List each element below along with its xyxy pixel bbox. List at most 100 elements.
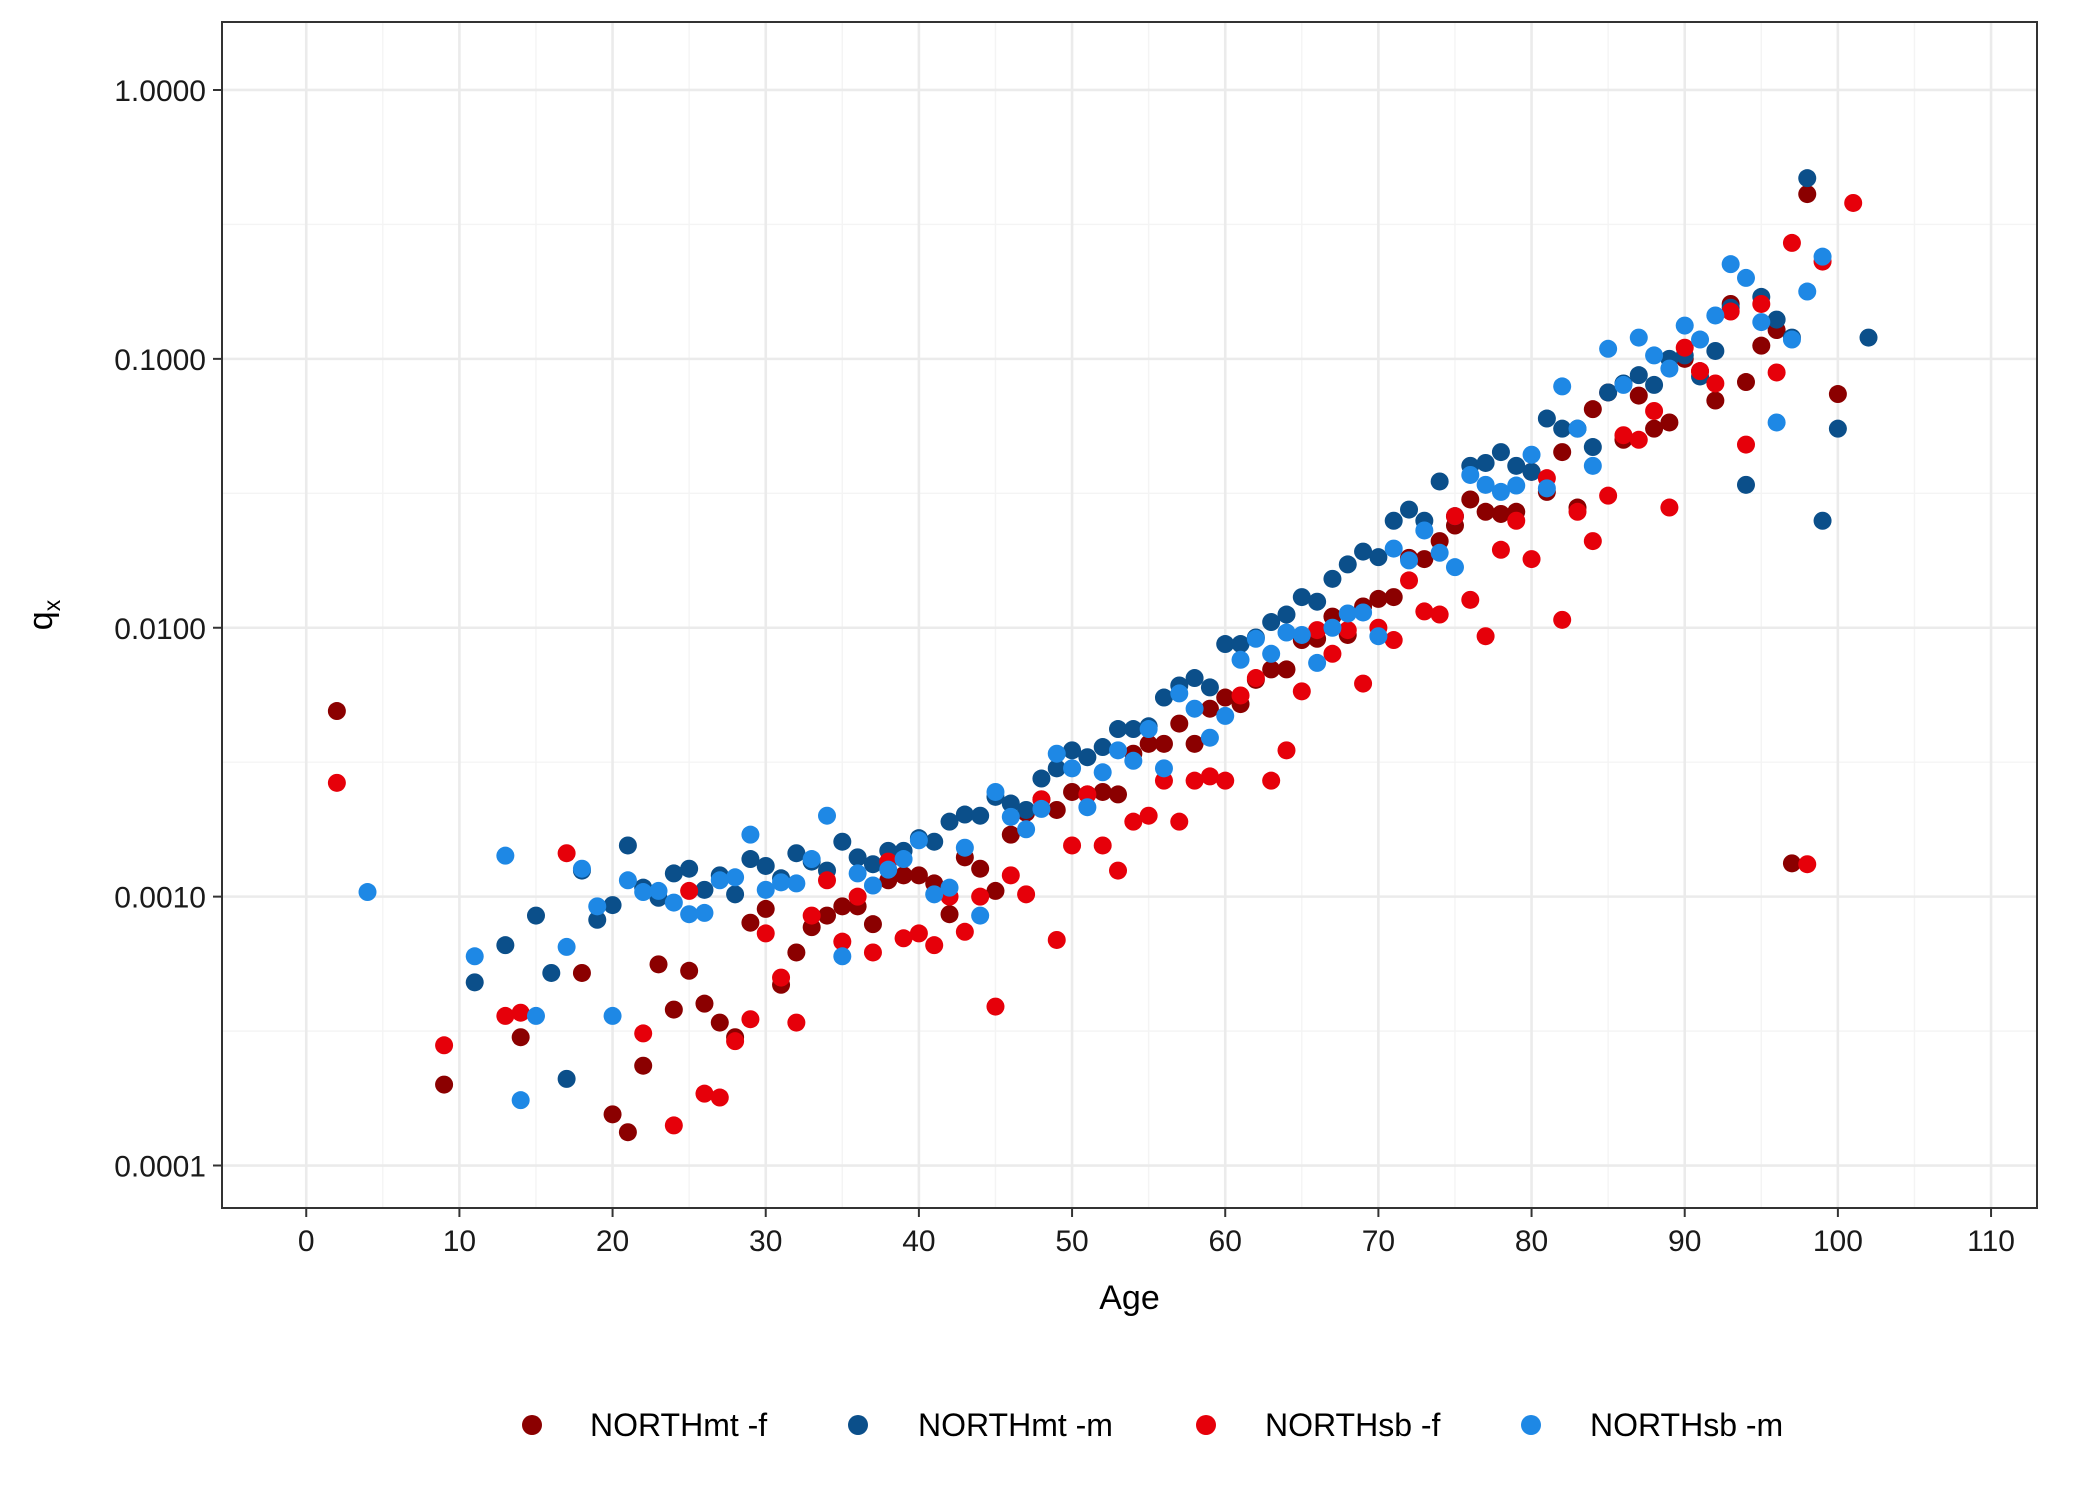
data-point [1384, 539, 1403, 558]
data-point [925, 885, 944, 904]
data-point [1430, 605, 1449, 624]
data-point [818, 806, 836, 825]
data-point [1369, 589, 1388, 608]
data-point [1338, 621, 1357, 640]
data-point [603, 896, 622, 915]
data-point [1185, 771, 1204, 790]
data-point [1001, 825, 1020, 844]
data-point [894, 866, 913, 885]
x-tick-label: 70 [1362, 1225, 1395, 1258]
legend-key [1196, 1415, 1216, 1435]
data-point [863, 943, 882, 962]
data-point [1032, 769, 1051, 788]
data-point [1384, 588, 1403, 607]
x-tick-label: 60 [1209, 1225, 1242, 1258]
data-point [1736, 373, 1755, 392]
data-point [511, 1003, 530, 1022]
data-point [772, 968, 791, 987]
data-point [1308, 653, 1327, 672]
data-point [863, 876, 882, 895]
legend-label: NORTHsb -m [1590, 1407, 1783, 1443]
data-point [1491, 504, 1510, 523]
data-point [695, 994, 714, 1013]
data-point [1583, 456, 1602, 475]
data-point [1844, 193, 1863, 212]
x-tick-label: 80 [1515, 1225, 1548, 1258]
x-tick-label: 90 [1668, 1225, 1701, 1258]
data-point [1369, 627, 1388, 646]
data-point [1461, 465, 1480, 484]
data-point [848, 887, 867, 906]
data-point [1170, 714, 1189, 733]
data-point [1246, 669, 1265, 688]
panel-border [221, 21, 2038, 1209]
data-point [1124, 720, 1143, 739]
y-tick-label: 0.0100 [114, 613, 206, 646]
data-point [1583, 532, 1602, 551]
data-point [940, 812, 959, 831]
data-point [680, 859, 699, 878]
data-point [1706, 391, 1725, 410]
data-point [1629, 386, 1648, 405]
data-point [1721, 302, 1740, 321]
data-point [1645, 401, 1664, 420]
data-point [1308, 621, 1327, 640]
data-point [1415, 550, 1434, 569]
data-point [1185, 669, 1204, 688]
data-point [863, 915, 882, 934]
y-tick-label: 0.0001 [114, 1151, 206, 1184]
data-point [1109, 785, 1128, 804]
data-point [1782, 233, 1801, 252]
data-point [1522, 462, 1541, 481]
data-point [1706, 306, 1725, 325]
data-point [1109, 861, 1128, 880]
data-point [1400, 571, 1419, 590]
x-tick-label: 110 [1967, 1225, 2015, 1258]
legend-item: NORTHsb -f [1196, 1407, 1441, 1443]
data-point [1063, 836, 1082, 855]
data-point [1032, 799, 1051, 818]
data-point [1491, 482, 1510, 501]
x-tick-label: 0 [298, 1225, 315, 1258]
data-point [435, 1075, 454, 1094]
data-point [787, 943, 806, 962]
data-point [1093, 763, 1112, 782]
data-point [1767, 363, 1786, 382]
data-point [741, 1010, 760, 1029]
major-gridlines [222, 22, 2037, 1208]
data-point [1859, 328, 1878, 347]
data-point [1200, 728, 1219, 747]
data-point [833, 897, 852, 916]
data-point [772, 873, 791, 892]
data-point [971, 887, 990, 906]
legend-item: NORTHsb -m [1521, 1407, 1783, 1443]
data-point [863, 855, 882, 874]
data-point [1599, 339, 1618, 358]
data-point [664, 1116, 683, 1135]
data-point [680, 905, 699, 924]
data-point [940, 878, 959, 897]
data-point [649, 955, 668, 974]
data-point [1308, 592, 1327, 611]
data-point [1170, 684, 1189, 703]
data-point [618, 836, 637, 855]
data-point [649, 881, 668, 900]
data-point [1001, 807, 1020, 826]
data-point [955, 838, 974, 857]
x-tick-label: 40 [902, 1225, 935, 1258]
data-point [787, 844, 806, 863]
data-point [1798, 282, 1817, 301]
data-point [588, 897, 607, 916]
legend-label: NORTHmt -m [918, 1407, 1113, 1443]
x-tick-label: 10 [443, 1225, 476, 1258]
x-axis: 0 10 20 30 40 50 60 70 80 90 100 110 [298, 1208, 2015, 1258]
data-point [1063, 741, 1082, 760]
data-point [695, 903, 714, 922]
data-point [925, 832, 944, 851]
x-axis-title: Age [1099, 1279, 1160, 1317]
data-point [1675, 338, 1694, 357]
data-point [1583, 438, 1602, 457]
data-point [741, 913, 760, 932]
data-point [1507, 456, 1526, 475]
data-point [680, 961, 699, 980]
